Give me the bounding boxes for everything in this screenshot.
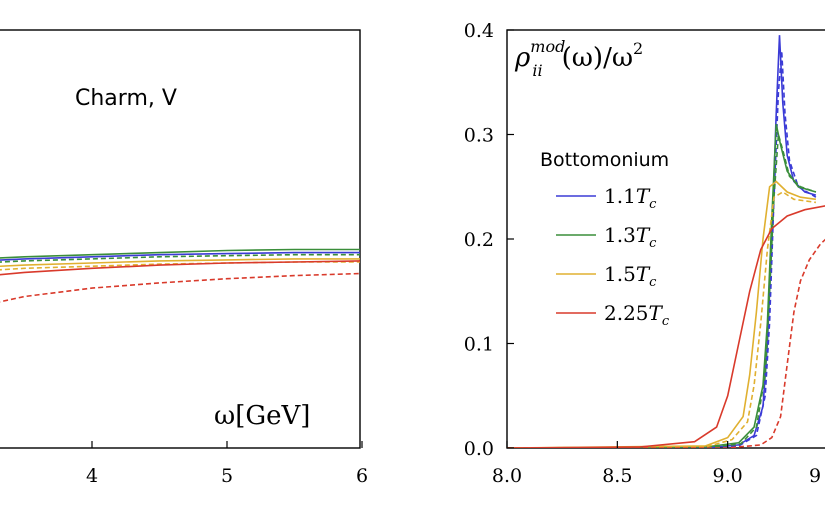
title-sup: mod <box>530 37 565 56</box>
series-line-0 <box>507 35 817 448</box>
series-line-6 <box>0 272 360 303</box>
legend-label: 2.25Tc <box>604 301 670 329</box>
x-tick-label: 4 <box>86 465 98 487</box>
series-line-7 <box>507 238 825 448</box>
legend-title: Bottomonium <box>540 149 669 171</box>
series-group <box>0 248 360 303</box>
x-tick-label: 5 <box>221 465 233 487</box>
chart-charm: 4 5 6 Charm, V ω[GeV] <box>0 29 368 487</box>
x-tick-label: 8.0 <box>492 465 522 487</box>
legend-items: 1.1Tc 1.3Tc 1.5Tc 2.25Tc <box>556 184 670 329</box>
chart-bottomonium: 8.0 8.5 9.0 9 0.00.10.20.30.4 ρmod ii (ω)/ω2 … <box>464 20 825 487</box>
legend-label: 1.1Tc <box>604 184 657 212</box>
legend: Bottomonium 1.1Tc 1.3Tc 1.5Tc 2.25Tc <box>540 149 670 329</box>
series-line-0 <box>0 251 360 261</box>
y-axis-ticks: 0.0 0.1 0.2 0.3 0.4 <box>464 20 514 460</box>
plot-frame <box>0 29 361 449</box>
title-pow: 2 <box>633 39 643 58</box>
x-axis-ticks: 8.0 8.5 9.0 9 <box>492 441 821 487</box>
x-tick-label: 6 <box>356 465 368 487</box>
title-base: ρ <box>514 43 531 73</box>
y-tick-label: 0.2 <box>464 229 494 251</box>
series-line-4 <box>507 180 817 448</box>
x-axis-label: ω[GeV] <box>214 401 310 431</box>
series-line-6 <box>507 205 825 448</box>
legend-label: 1.3Tc <box>604 223 657 251</box>
series-line-5 <box>507 191 817 448</box>
series-group <box>507 35 825 448</box>
series-line-2 <box>0 253 360 263</box>
title-sub: ii <box>532 61 542 80</box>
series-line-3 <box>0 258 360 268</box>
title-rest: (ω)/ω <box>562 43 633 73</box>
series-line-3 <box>507 134 817 448</box>
series-line-2 <box>507 123 817 448</box>
x-axis-ticks: 4 5 6 <box>86 441 368 487</box>
x-tick-label: 9.0 <box>713 465 743 487</box>
legend-label: 1.5Tc <box>604 262 657 290</box>
series-line-1 <box>0 248 360 259</box>
y-tick-label: 0.4 <box>464 20 494 42</box>
series-line-5 <box>0 260 360 276</box>
x-tick-label: 8.5 <box>602 465 632 487</box>
y-tick-label: 0.3 <box>464 125 494 147</box>
x-tick-label: 9 <box>809 465 821 487</box>
y-tick-label: 0.1 <box>464 334 494 356</box>
y-tick-label: 0.0 <box>464 438 494 460</box>
series-line-1 <box>507 50 817 448</box>
annotation: Charm, V <box>75 86 177 111</box>
chart-title: ρmod ii (ω)/ω2 <box>514 37 643 80</box>
